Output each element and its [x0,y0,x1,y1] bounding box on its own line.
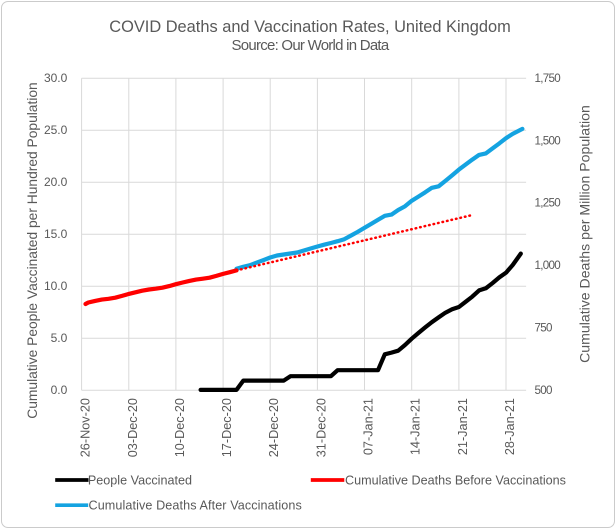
svg-text:1,750: 1,750 [535,72,561,85]
svg-text:750: 750 [535,321,552,334]
svg-text:31-Dec-20: 31-Dec-20 [314,398,328,457]
svg-text:25.0: 25.0 [44,123,68,137]
svg-text:People Vaccinated: People Vaccinated [88,473,192,487]
svg-text:14-Jan-21: 14-Jan-21 [409,398,423,455]
svg-text:26-Nov-20: 26-Nov-20 [79,398,93,457]
svg-text:1,500: 1,500 [535,134,561,147]
svg-text:0.0: 0.0 [51,383,68,397]
svg-text:500: 500 [535,384,552,397]
svg-text:1,250: 1,250 [535,197,561,210]
svg-text:24-Dec-20: 24-Dec-20 [267,398,281,457]
svg-text:21-Jan-21: 21-Jan-21 [456,398,470,455]
svg-text:03-Dec-20: 03-Dec-20 [126,398,140,457]
svg-text:28-Jan-21: 28-Jan-21 [503,398,517,455]
svg-text:07-Jan-21: 07-Jan-21 [362,398,376,455]
svg-text:5.0: 5.0 [51,331,68,345]
svg-text:Cumulative Deaths per Million: Cumulative Deaths per Million Population [577,105,593,363]
svg-text:Cumulative People Vaccinated p: Cumulative People Vaccinated per Hundred… [25,82,40,418]
svg-text:10.0: 10.0 [44,279,68,293]
svg-text:10-Dec-20: 10-Dec-20 [173,398,187,457]
svg-text:Cumulative Deaths After Vaccin: Cumulative Deaths After Vaccinations [89,499,302,513]
svg-text:15.0: 15.0 [44,227,68,241]
svg-text:1,000: 1,000 [535,259,561,272]
svg-text:17-Dec-20: 17-Dec-20 [220,398,234,457]
svg-text:20.0: 20.0 [44,175,68,189]
svg-text:Cumulative Deaths Before Vacci: Cumulative Deaths Before Vaccinations [345,473,566,487]
svg-text:30.0: 30.0 [44,71,68,85]
